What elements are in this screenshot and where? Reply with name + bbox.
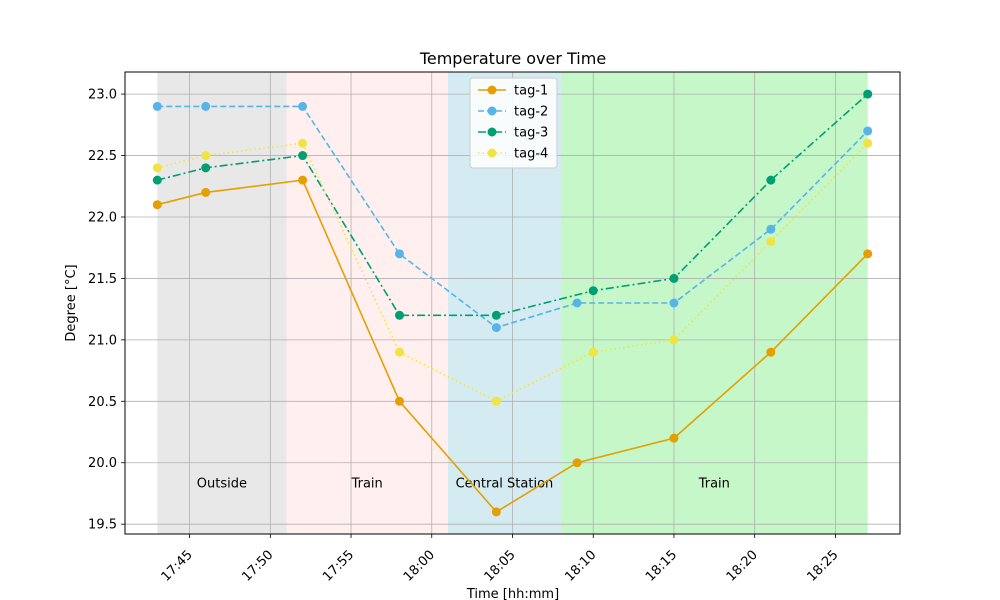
data-point-tag-3 — [588, 286, 598, 296]
chart-title: Temperature over Time — [419, 49, 606, 68]
y-tick-label: 20.0 — [88, 456, 117, 471]
region-label: Outside — [197, 477, 247, 492]
data-point-tag-4 — [766, 237, 776, 247]
y-tick-label: 21.5 — [88, 272, 117, 287]
data-point-tag-2 — [201, 101, 211, 111]
legend-marker — [487, 106, 497, 116]
data-point-tag-1 — [669, 433, 679, 443]
legend-label: tag-3 — [514, 126, 548, 141]
data-point-tag-1 — [394, 396, 404, 406]
data-point-tag-1 — [572, 458, 582, 468]
y-tick-label: 23.0 — [88, 88, 117, 103]
x-axis-ticks: 17:45 17:50 17:55 18:00 18:05 18:10 18:15 18:20… — [159, 534, 842, 585]
data-point-tag-4 — [491, 396, 501, 406]
x-axis-label: Time [hh:mm] — [466, 587, 559, 600]
region-bands — [157, 72, 868, 534]
legend-label: tag-1 — [514, 84, 548, 99]
x-tick-label: 17:50 — [239, 548, 276, 585]
data-point-tag-3 — [201, 163, 211, 173]
series-line-tag-3 — [157, 93, 869, 317]
x-tick-label: 18:10 — [562, 548, 599, 585]
legend: tag-1 tag-2 tag-3 tag-4 — [469, 77, 558, 169]
data-point-tag-4 — [394, 347, 404, 357]
y-tick-label: 20.5 — [88, 395, 117, 410]
x-tick-label: 18:00 — [401, 548, 438, 585]
data-point-tag-1 — [863, 249, 873, 259]
y-tick-label: 21.0 — [88, 333, 117, 348]
data-point-tag-3 — [394, 310, 404, 320]
data-point-tag-3 — [863, 89, 873, 99]
data-point-tag-1 — [201, 187, 211, 197]
x-tick-label: 18:25 — [804, 548, 841, 585]
y-axis-label: Degree [°C] — [64, 264, 79, 341]
series-lines — [152, 89, 873, 517]
data-point-tag-3 — [766, 175, 776, 185]
data-point-tag-3 — [298, 151, 308, 161]
region-band — [560, 72, 868, 534]
data-point-tag-2 — [669, 298, 679, 308]
x-tick-label: 17:45 — [159, 548, 196, 585]
region-band — [286, 72, 448, 534]
x-tick-label: 17:55 — [320, 548, 357, 585]
data-point-tag-1 — [298, 175, 308, 185]
data-point-tag-3 — [491, 310, 501, 320]
legend-box — [469, 77, 558, 169]
data-point-tag-4 — [152, 163, 162, 173]
data-point-tag-2 — [766, 224, 776, 234]
legend-marker — [487, 148, 497, 158]
legend-marker — [487, 127, 497, 137]
y-tick-label: 22.0 — [88, 210, 117, 225]
data-point-tag-2 — [152, 101, 162, 111]
data-point-tag-4 — [298, 138, 308, 148]
y-tick-label: 19.5 — [88, 518, 117, 533]
data-point-tag-1 — [766, 347, 776, 357]
legend-marker — [487, 85, 497, 95]
data-point-tag-1 — [491, 507, 501, 517]
data-point-tag-2 — [863, 126, 873, 136]
data-point-tag-1 — [152, 200, 162, 210]
x-tick-label: 18:20 — [724, 548, 761, 585]
region-label: Train — [351, 477, 383, 492]
region-label: Train — [698, 477, 730, 492]
legend-label: tag-4 — [514, 147, 548, 162]
x-tick-label: 18:05 — [482, 548, 519, 585]
data-point-tag-2 — [491, 323, 501, 333]
data-point-tag-3 — [669, 273, 679, 283]
region-label: Central Station — [456, 477, 554, 492]
data-point-tag-4 — [588, 347, 598, 357]
x-tick-label: 18:15 — [643, 548, 680, 585]
data-point-tag-2 — [298, 101, 308, 111]
data-point-tag-3 — [152, 175, 162, 185]
data-point-tag-2 — [572, 298, 582, 308]
y-tick-label: 22.5 — [88, 149, 117, 164]
data-point-tag-4 — [669, 335, 679, 345]
region-band — [157, 72, 287, 534]
legend-label: tag-2 — [514, 105, 548, 120]
data-point-tag-4 — [201, 151, 211, 161]
data-point-tag-4 — [863, 138, 873, 148]
region-labels: Outside Train Central Station Train — [197, 477, 730, 492]
y-axis-ticks: 19.5 20.0 20.5 21.0 21.5 22.0 22.5 23.0 — [88, 88, 125, 533]
data-point-tag-2 — [394, 249, 404, 259]
